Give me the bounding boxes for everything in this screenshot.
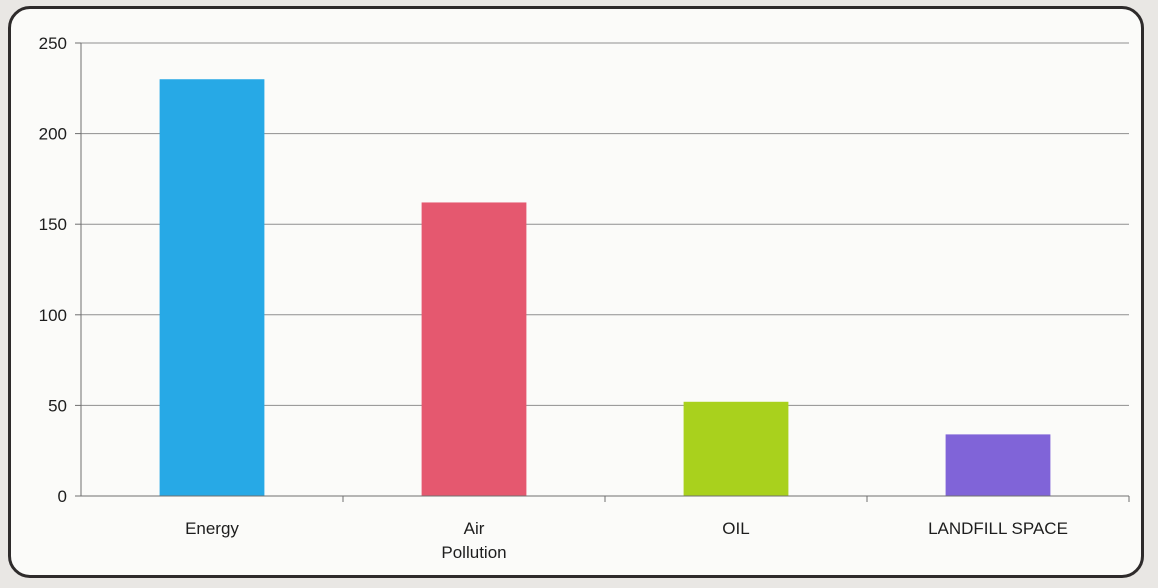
bar-air-pollution — [421, 202, 527, 496]
y-tick-label: 0 — [58, 487, 67, 506]
x-category-label: LANDFILL SPACE — [928, 519, 1068, 538]
y-tick-label: 100 — [39, 306, 67, 325]
x-category-label-line: Energy — [185, 519, 239, 538]
y-tick-label: 150 — [39, 215, 67, 234]
chart-frame: 0 50 100 150 200 250 Energy Air Pollution OIL LAND… — [8, 6, 1144, 578]
bars — [159, 79, 1051, 497]
bar-energy — [159, 79, 265, 497]
x-category-label: Air Pollution — [441, 519, 506, 562]
x-category-label: Energy — [185, 519, 239, 538]
y-tick-label: 250 — [39, 34, 67, 53]
y-tick-label: 50 — [48, 396, 67, 415]
bar-chart: 0 50 100 150 200 250 Energy Air Pollution OIL LAND… — [39, 34, 1130, 562]
labels: 0 50 100 150 200 250 Energy Air Pollution OIL LAND… — [39, 34, 1068, 562]
y-tick-label: 200 — [39, 125, 67, 144]
x-category-label-line: Air — [464, 519, 485, 538]
x-category-label: OIL — [722, 519, 749, 538]
bar-oil — [683, 401, 789, 496]
x-category-label-line: Pollution — [441, 543, 506, 562]
x-category-label-line: LANDFILL SPACE — [928, 519, 1068, 538]
bar-landfill-space — [945, 434, 1051, 496]
x-category-label-line: OIL — [722, 519, 749, 538]
axes — [75, 42, 1130, 502]
